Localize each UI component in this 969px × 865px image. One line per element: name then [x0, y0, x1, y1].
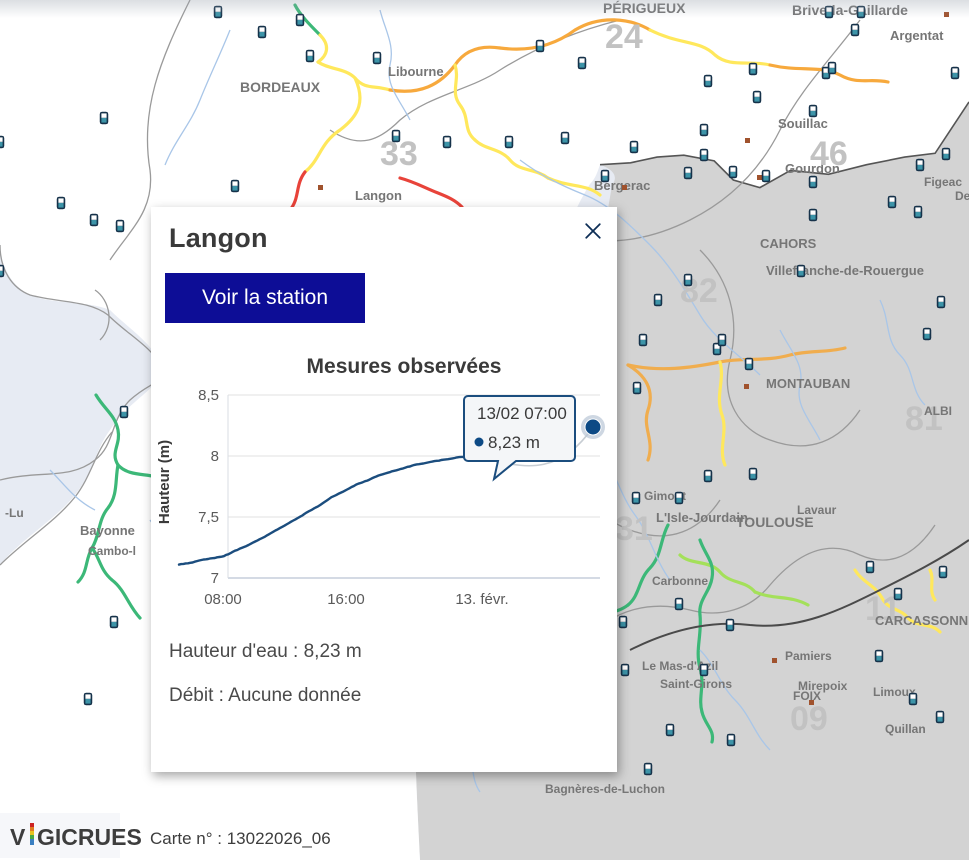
- svg-text:ALBI: ALBI: [924, 404, 952, 418]
- svg-text:Saint-Girons: Saint-Girons: [660, 677, 732, 691]
- svg-text:13. févr.: 13. févr.: [455, 591, 508, 608]
- svg-text:Pamiers: Pamiers: [785, 649, 832, 663]
- svg-text:09: 09: [790, 700, 828, 738]
- svg-text:13/02 07:00: 13/02 07:00: [477, 404, 567, 423]
- svg-text:Mirepoix: Mirepoix: [798, 679, 848, 693]
- svg-text:46: 46: [810, 135, 848, 173]
- svg-text:TOULOUSE: TOULOUSE: [736, 514, 814, 530]
- svg-text:31: 31: [615, 510, 653, 548]
- svg-text:GICRUES: GICRUES: [37, 824, 142, 850]
- svg-text:CARCASSONN: CARCASSONN: [875, 613, 968, 628]
- svg-text:8: 8: [211, 448, 219, 465]
- svg-text:Libourne: Libourne: [388, 64, 444, 79]
- svg-text:16:00: 16:00: [327, 591, 365, 608]
- svg-text:7: 7: [211, 570, 219, 587]
- svg-text:Langon: Langon: [355, 188, 402, 203]
- svg-text:Bagnères-de-Luchon: Bagnères-de-Luchon: [545, 782, 665, 796]
- svg-text:08:00: 08:00: [204, 591, 242, 608]
- svg-text:Quillan: Quillan: [885, 722, 926, 736]
- svg-text:CAHORS: CAHORS: [760, 236, 817, 251]
- svg-text:Cambo-l: Cambo-l: [88, 544, 136, 558]
- svg-text:Decaze: Decaze: [955, 189, 969, 203]
- svg-text:Villefranche-de-Rouergue: Villefranche-de-Rouergue: [766, 263, 924, 278]
- svg-text:24: 24: [605, 18, 643, 56]
- svg-text:8,23 m: 8,23 m: [488, 433, 540, 452]
- svg-text:7,5: 7,5: [198, 509, 219, 526]
- svg-text:Souillac: Souillac: [778, 116, 828, 131]
- svg-text:Carte n° : 13022026_06: Carte n° : 13022026_06: [150, 829, 331, 848]
- svg-text:BORDEAUX: BORDEAUX: [240, 79, 321, 95]
- svg-text:Figeac: Figeac: [924, 175, 962, 189]
- svg-text:Argentat: Argentat: [890, 28, 944, 43]
- svg-text:L'Isle-Jourdain: L'Isle-Jourdain: [656, 510, 748, 525]
- svg-text:V: V: [10, 824, 26, 850]
- svg-text:Hauteur (m): Hauteur (m): [156, 440, 173, 524]
- svg-text:MONTAUBAN: MONTAUBAN: [766, 376, 850, 391]
- svg-text:-Lu: -Lu: [5, 506, 24, 520]
- svg-text:Carbonne: Carbonne: [652, 574, 708, 588]
- svg-text:Bayonne: Bayonne: [80, 523, 135, 538]
- svg-text:8,5: 8,5: [198, 387, 219, 404]
